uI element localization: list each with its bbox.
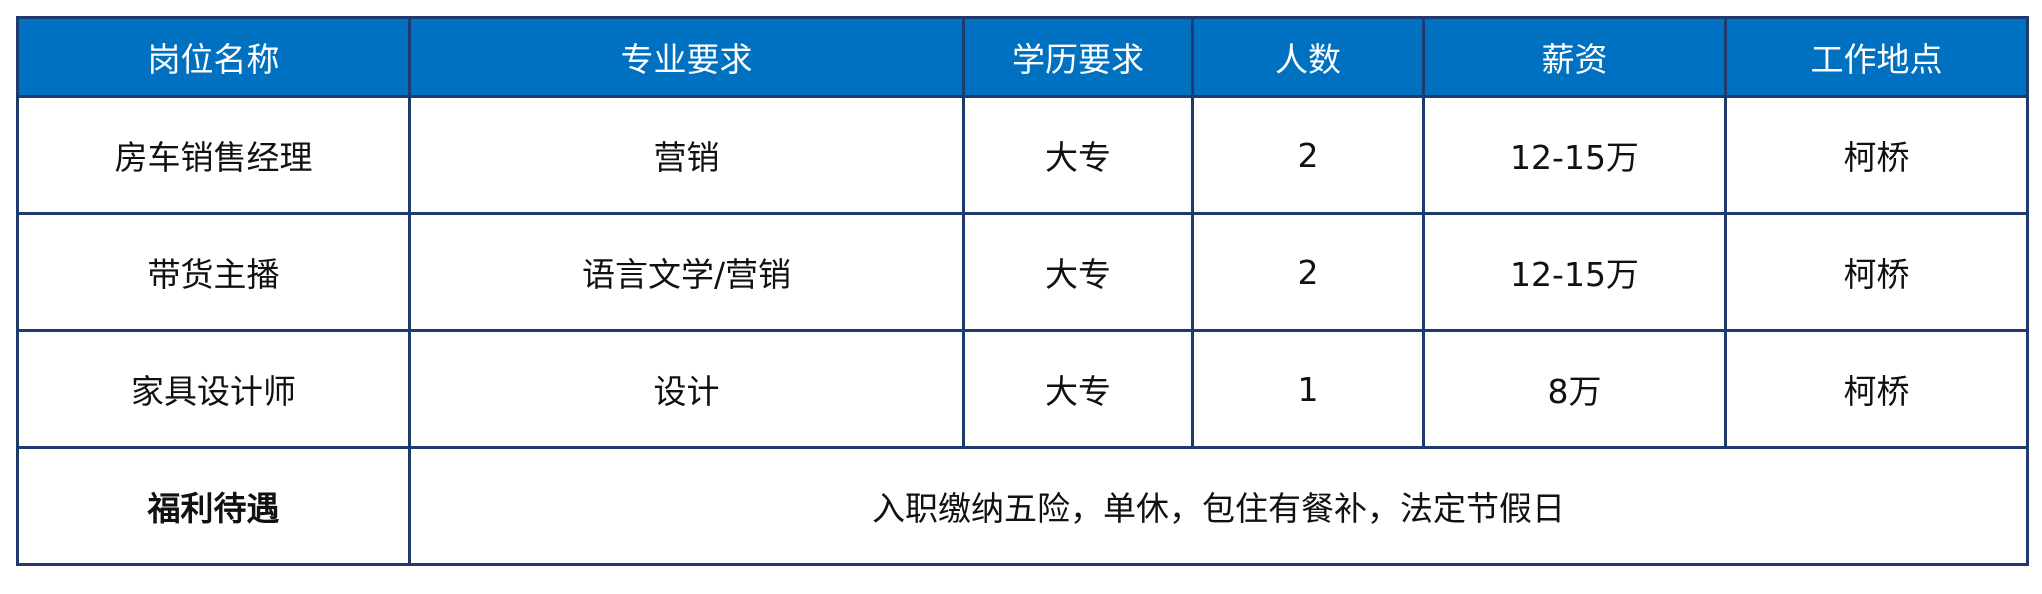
cell-major: 设计 bbox=[408, 329, 965, 449]
header-position: 岗位名称 bbox=[16, 16, 411, 98]
cell-count: 1 bbox=[1191, 329, 1425, 449]
benefits-label: 福利待遇 bbox=[16, 446, 411, 566]
cell-location: 柯桥 bbox=[1724, 212, 2029, 332]
cell-position: 房车销售经理 bbox=[16, 95, 411, 215]
benefits-row: 福利待遇 入职缴纳五险，单休，包住有餐补，法定节假日 bbox=[16, 446, 2029, 566]
cell-education: 大专 bbox=[962, 212, 1194, 332]
cell-salary: 8万 bbox=[1422, 329, 1727, 449]
cell-location: 柯桥 bbox=[1724, 329, 2029, 449]
cell-major: 营销 bbox=[408, 95, 965, 215]
header-salary: 薪资 bbox=[1422, 16, 1727, 98]
cell-location: 柯桥 bbox=[1724, 95, 2029, 215]
cell-position: 带货主播 bbox=[16, 212, 411, 332]
header-location: 工作地点 bbox=[1724, 16, 2029, 98]
table-row: 带货主播 语言文学/营销 大专 2 12-15万 柯桥 bbox=[16, 212, 2029, 332]
header-count: 人数 bbox=[1191, 16, 1425, 98]
benefits-value: 入职缴纳五险，单休，包住有餐补，法定节假日 bbox=[408, 446, 2029, 566]
cell-salary: 12-15万 bbox=[1422, 212, 1727, 332]
job-table: 岗位名称 专业要求 学历要求 人数 薪资 工作地点 房车销售经理 营销 大专 2… bbox=[16, 16, 2029, 566]
header-major: 专业要求 bbox=[408, 16, 965, 98]
cell-count: 2 bbox=[1191, 212, 1425, 332]
cell-count: 2 bbox=[1191, 95, 1425, 215]
cell-position: 家具设计师 bbox=[16, 329, 411, 449]
cell-salary: 12-15万 bbox=[1422, 95, 1727, 215]
table-row: 家具设计师 设计 大专 1 8万 柯桥 bbox=[16, 329, 2029, 449]
header-row: 岗位名称 专业要求 学历要求 人数 薪资 工作地点 bbox=[16, 16, 2029, 98]
table-row: 房车销售经理 营销 大专 2 12-15万 柯桥 bbox=[16, 95, 2029, 215]
cell-education: 大专 bbox=[962, 329, 1194, 449]
cell-education: 大专 bbox=[962, 95, 1194, 215]
cell-major: 语言文学/营销 bbox=[408, 212, 965, 332]
header-education: 学历要求 bbox=[962, 16, 1194, 98]
